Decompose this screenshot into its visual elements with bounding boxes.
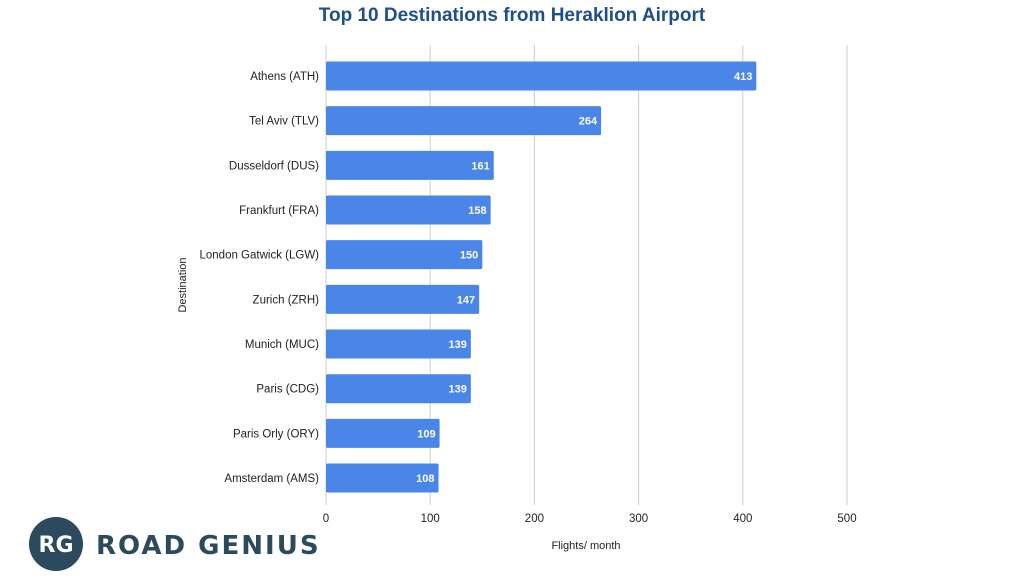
bar xyxy=(326,240,483,270)
category-labels: Athens (ATH) Tel Aviv (TLV) Dusseldorf (DU… xyxy=(199,71,319,485)
x-tick-label: 100 xyxy=(421,513,440,525)
road-genius-logo: RG ROAD GENIUS xyxy=(29,517,321,571)
category-label: Athens (ATH) xyxy=(250,71,319,83)
bar xyxy=(326,106,602,136)
value-labels: 413 264 161 158 150 147 139 139 109 108 xyxy=(416,71,752,485)
logo-badge-text: RG xyxy=(39,533,74,558)
category-label: London Gatwick (LGW) xyxy=(199,250,319,262)
x-axis-title: Flights/ month xyxy=(551,540,620,552)
data-label: 108 xyxy=(416,473,434,485)
data-label: 413 xyxy=(734,71,752,83)
x-tick-label: 0 xyxy=(323,513,329,525)
x-tick-label: 300 xyxy=(629,513,648,525)
bar xyxy=(326,61,757,91)
x-tick-label: 400 xyxy=(733,513,752,525)
data-label: 158 xyxy=(468,205,486,217)
logo-wordmark: ROAD GENIUS xyxy=(96,531,321,561)
bars xyxy=(326,61,757,493)
chart-title: Top 10 Destinations from Heraklion Airpo… xyxy=(319,5,706,26)
x-tick-labels: 0 100 200 300 400 500 xyxy=(323,513,857,525)
data-label: 139 xyxy=(448,384,466,396)
bar xyxy=(326,284,480,314)
category-label: Paris Orly (ORY) xyxy=(233,428,319,440)
category-label: Frankfurt (FRA) xyxy=(239,205,319,217)
data-label: 264 xyxy=(579,116,598,128)
category-label: Zurich (ZRH) xyxy=(253,294,320,306)
bar xyxy=(326,329,471,359)
x-tick-label: 500 xyxy=(837,513,856,525)
y-axis-title: Destination xyxy=(177,257,189,312)
bar xyxy=(326,374,471,404)
data-label: 161 xyxy=(471,160,489,172)
category-label: Dusseldorf (DUS) xyxy=(229,160,319,172)
logo-badge xyxy=(29,517,83,571)
data-label: 150 xyxy=(460,250,478,262)
category-label: Paris (CDG) xyxy=(256,384,319,396)
bar xyxy=(326,150,494,180)
bar xyxy=(326,195,491,225)
x-tick-label: 200 xyxy=(525,513,544,525)
data-label: 139 xyxy=(448,339,466,351)
category-label: Amsterdam (AMS) xyxy=(224,473,319,485)
bar xyxy=(326,463,439,493)
data-label: 109 xyxy=(417,428,435,440)
data-label: 147 xyxy=(457,294,475,306)
category-label: Tel Aviv (TLV) xyxy=(249,116,319,128)
bar xyxy=(326,418,440,448)
category-label: Munich (MUC) xyxy=(245,339,319,351)
